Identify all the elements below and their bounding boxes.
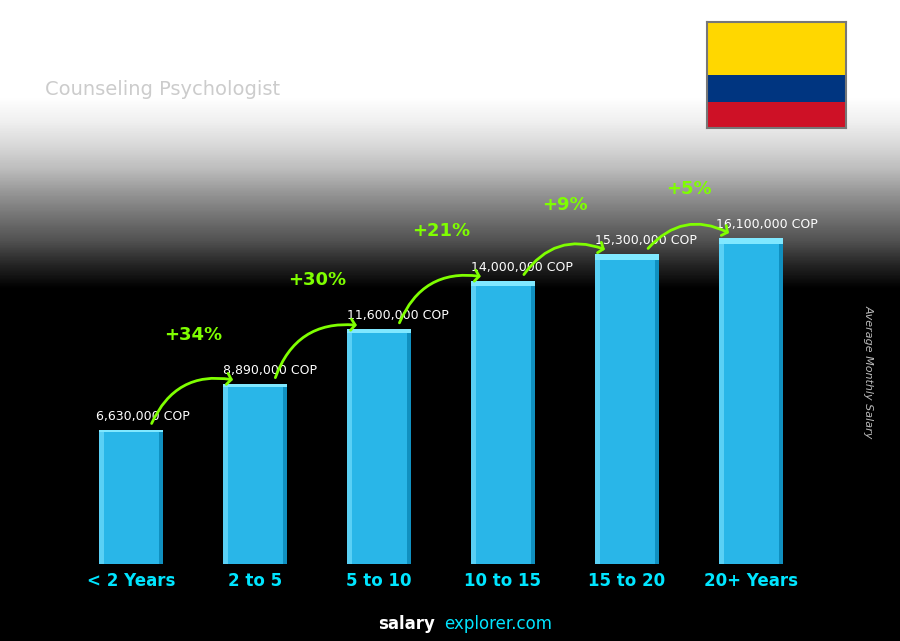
Text: salary: salary: [378, 615, 435, 633]
Bar: [223, 384, 287, 387]
Bar: [99, 430, 164, 564]
Bar: [223, 384, 228, 564]
Bar: [346, 329, 411, 564]
Bar: [531, 281, 536, 564]
Bar: [718, 238, 783, 564]
Text: explorer.com: explorer.com: [444, 615, 552, 633]
Text: +21%: +21%: [412, 222, 470, 240]
Bar: [346, 329, 411, 333]
Bar: [223, 384, 287, 564]
Text: 14,000,000 COP: 14,000,000 COP: [471, 261, 572, 274]
Bar: [346, 329, 352, 564]
Text: 8,890,000 COP: 8,890,000 COP: [223, 364, 317, 377]
Text: +34%: +34%: [164, 326, 222, 344]
Bar: [284, 384, 287, 564]
Bar: [595, 254, 659, 260]
Text: 6,630,000 COP: 6,630,000 COP: [96, 410, 190, 423]
Text: 15,300,000 COP: 15,300,000 COP: [595, 235, 697, 247]
Bar: [706, 102, 846, 128]
Bar: [595, 254, 659, 564]
Bar: [706, 75, 846, 102]
Bar: [778, 238, 783, 564]
Bar: [595, 254, 599, 564]
Text: 11,600,000 COP: 11,600,000 COP: [346, 310, 448, 322]
Text: +9%: +9%: [542, 196, 588, 214]
Bar: [99, 430, 164, 432]
Text: +30%: +30%: [288, 271, 346, 289]
Text: Counseling Psychologist: Counseling Psychologist: [45, 80, 280, 99]
Bar: [99, 430, 104, 564]
Bar: [471, 281, 536, 286]
Text: 16,100,000 COP: 16,100,000 COP: [716, 218, 818, 231]
Text: Salary Comparison By Experience: Salary Comparison By Experience: [45, 26, 621, 54]
Text: +5%: +5%: [666, 179, 712, 198]
Bar: [706, 22, 846, 75]
Bar: [718, 238, 724, 564]
Bar: [655, 254, 659, 564]
Bar: [471, 281, 476, 564]
Text: Average Monthly Salary: Average Monthly Salary: [863, 305, 874, 438]
Bar: [471, 281, 536, 564]
Bar: [159, 430, 164, 564]
Bar: [407, 329, 411, 564]
Bar: [718, 238, 783, 244]
